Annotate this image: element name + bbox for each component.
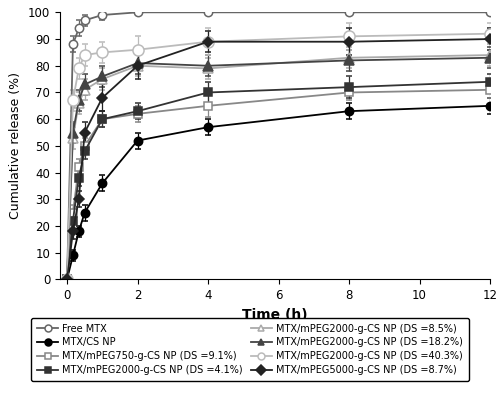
Legend: Free MTX, MTX/CS NP, MTX/mPEG750-g-CS NP (DS =9.1%), MTX/mPEG2000-g-CS NP (DS =4: Free MTX, MTX/CS NP, MTX/mPEG750-g-CS NP… (32, 318, 469, 381)
Y-axis label: Cumulative release (%): Cumulative release (%) (10, 72, 22, 219)
X-axis label: Time (h): Time (h) (242, 308, 308, 322)
